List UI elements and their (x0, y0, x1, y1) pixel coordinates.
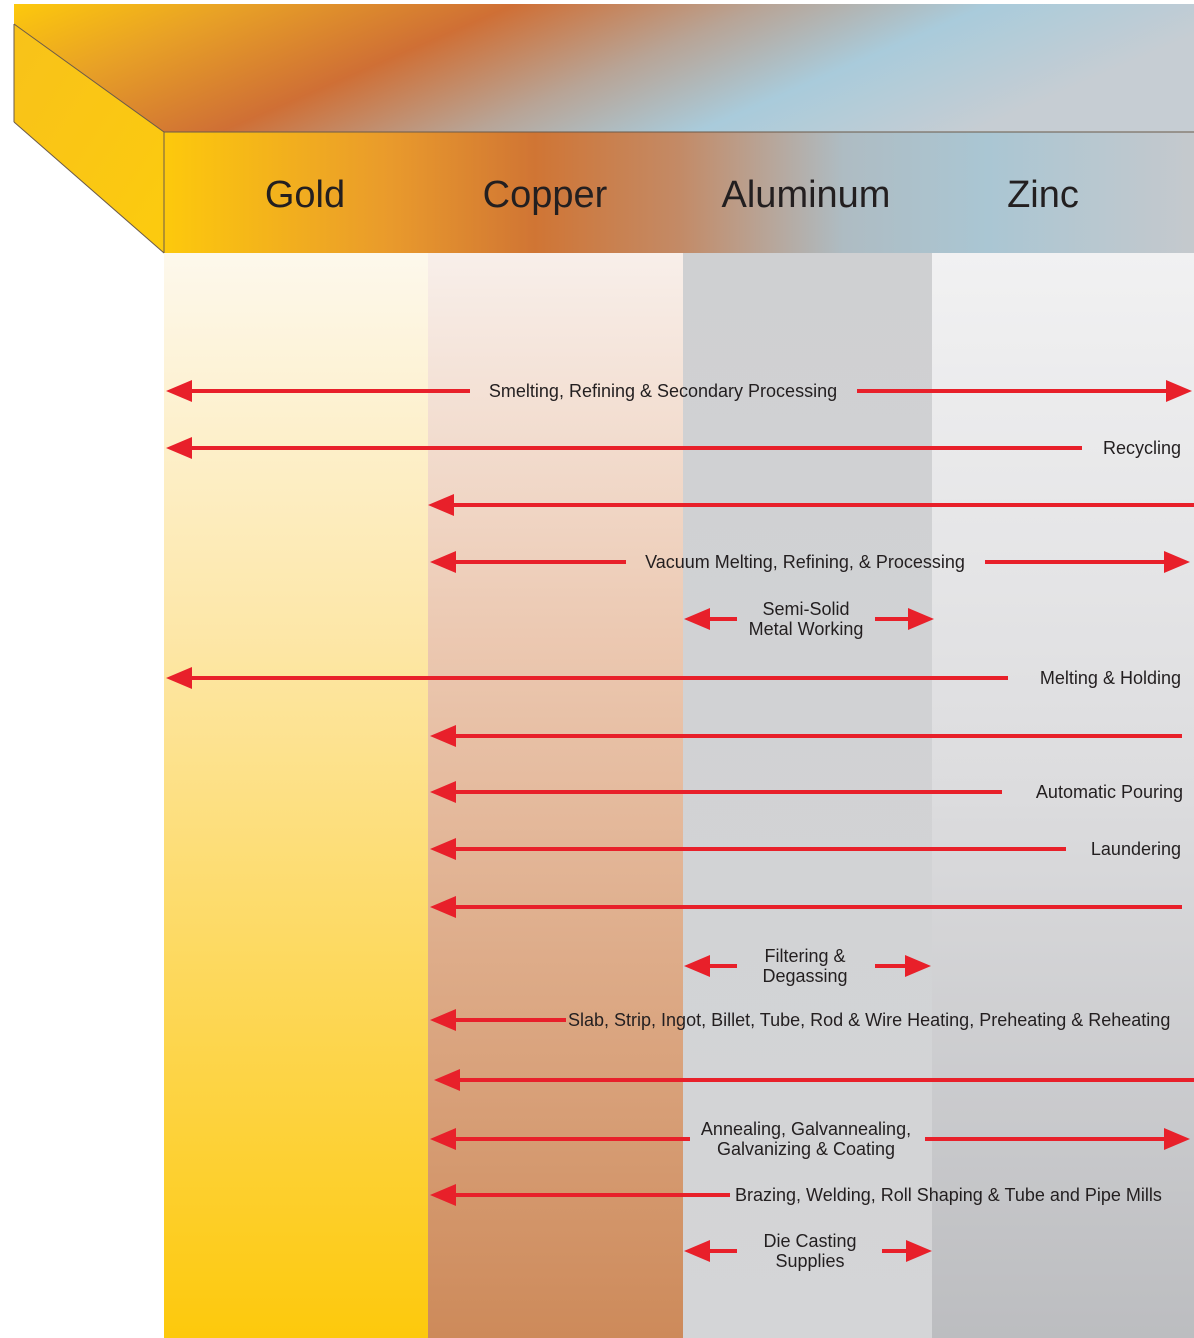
process-label: Smelting, Refining & Secondary Processin… (489, 381, 837, 401)
arrow-head-left (430, 1184, 456, 1206)
arrow-shaft (875, 617, 910, 621)
metal-label-gold: Gold (265, 174, 345, 216)
metal-label-zinc: Zinc (1007, 174, 1079, 216)
arrow-head-right (1166, 380, 1192, 402)
process-arrow: Slab, Strip, Ingot, Billet, Tube, Rod & … (568, 1010, 1170, 1030)
arrow-shaft (454, 734, 1182, 738)
header-top-face (14, 4, 1194, 132)
process-arrow: Vacuum Melting, Refining, & Processing (645, 552, 965, 572)
process-label: Recycling (1103, 438, 1181, 458)
arrow-head-left (430, 838, 456, 860)
process-arrow: Filtering &Degassing (762, 946, 847, 986)
process-arrow: Smelting, Refining & Secondary Processin… (489, 381, 837, 401)
arrow-shaft (882, 1249, 908, 1253)
arrow-shaft (708, 617, 737, 621)
arrow-head-left (430, 1128, 456, 1150)
metal-label-copper: Copper (483, 174, 608, 216)
arrow-head-left (430, 551, 456, 573)
arrow-shaft (985, 560, 1166, 564)
arrow-head-right (1164, 1128, 1190, 1150)
arrow-shaft (190, 389, 470, 393)
metal-label-aluminum: Aluminum (722, 174, 891, 216)
process-label: Die Casting (763, 1231, 856, 1251)
copper-column (428, 253, 683, 1338)
arrow-shaft (454, 1018, 566, 1022)
metal-labels: Gold Copper Aluminum Zinc (265, 174, 1079, 216)
arrow-shaft (454, 790, 1002, 794)
arrow-shaft (454, 1193, 730, 1197)
arrow-shaft (452, 503, 1194, 507)
process-label: Melting & Holding (1040, 668, 1181, 688)
process-arrow: Automatic Pouring (1036, 782, 1183, 802)
arrow-shaft (875, 964, 907, 968)
arrow-head-right (908, 608, 934, 630)
header-bar (13, 4, 1194, 254)
process-arrow: Melting & Holding (1040, 668, 1181, 688)
arrow-shaft (454, 847, 1066, 851)
arrow-shaft (708, 964, 737, 968)
arrow-head-right (1164, 551, 1190, 573)
process-arrow: Brazing, Welding, Roll Shaping & Tube an… (735, 1185, 1162, 1205)
arrow-head-left (430, 896, 456, 918)
arrow-head-left (166, 437, 192, 459)
process-arrow: Recycling (1103, 438, 1181, 458)
arrow-shaft (708, 1249, 737, 1253)
arrow-head-left (430, 1009, 456, 1031)
arrow-head-left (684, 608, 710, 630)
arrow-shaft (458, 1078, 1194, 1082)
arrow-shaft (454, 560, 626, 564)
arrow-head-left (166, 380, 192, 402)
arrow-head-right (905, 955, 931, 977)
process-label: Supplies (775, 1251, 844, 1271)
arrow-shaft (925, 1137, 1166, 1141)
aluminum-column (683, 253, 932, 1338)
zinc-column (932, 253, 1194, 1338)
arrow-head-left (430, 781, 456, 803)
arrow-shaft (190, 446, 1082, 450)
process-label: Brazing, Welding, Roll Shaping & Tube an… (735, 1185, 1162, 1205)
arrow-head-left (430, 725, 456, 747)
arrow-shaft (857, 389, 1168, 393)
arrow-shaft (190, 676, 1008, 680)
process-label: Filtering & (764, 946, 845, 966)
process-label: Metal Working (749, 619, 864, 639)
process-label: Laundering (1091, 839, 1181, 859)
process-arrow: Laundering (1091, 839, 1181, 859)
process-label: Slab, Strip, Ingot, Billet, Tube, Rod & … (568, 1010, 1170, 1030)
process-label: Semi-Solid (762, 599, 849, 619)
process-arrows: Smelting, Refining & Secondary Processin… (166, 380, 1194, 1271)
process-label: Galvanizing & Coating (717, 1139, 895, 1159)
arrow-head-left (684, 955, 710, 977)
metal-columns (164, 253, 1194, 1338)
arrow-shaft (454, 1137, 690, 1141)
header-front-face (164, 132, 1194, 253)
arrow-head-right (906, 1240, 932, 1262)
process-label: Annealing, Galvannealing, (701, 1119, 911, 1139)
arrow-head-left (434, 1069, 460, 1091)
process-label: Degassing (762, 966, 847, 986)
header-side-face (14, 24, 164, 253)
arrow-head-left (428, 494, 454, 516)
process-label: Automatic Pouring (1036, 782, 1183, 802)
arrow-head-left (166, 667, 192, 689)
process-label: Vacuum Melting, Refining, & Processing (645, 552, 965, 572)
arrow-shaft (454, 905, 1182, 909)
arrow-head-left (684, 1240, 710, 1262)
process-arrow: Annealing, Galvannealing,Galvanizing & C… (701, 1119, 911, 1159)
gold-column (164, 253, 428, 1338)
